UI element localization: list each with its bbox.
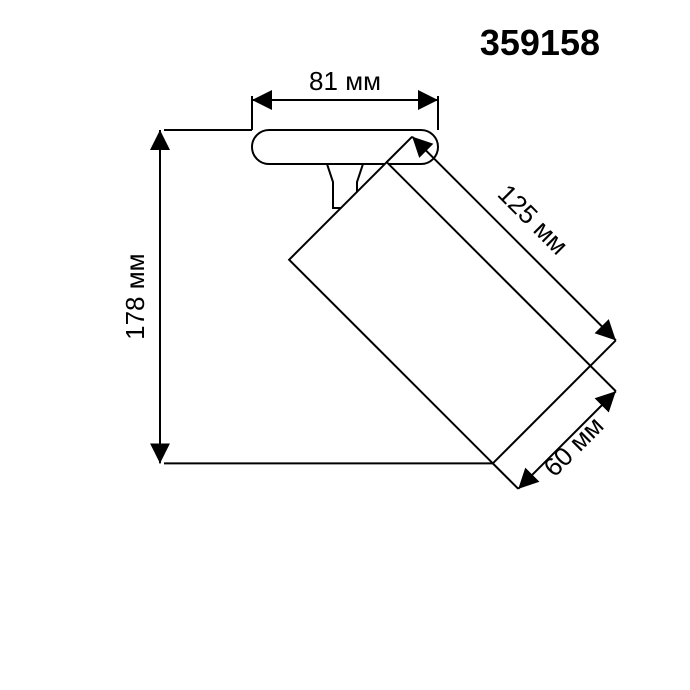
- dim-mount-width: 81 мм: [252, 66, 438, 130]
- dim-body-length-label: 125 мм: [492, 178, 574, 260]
- dim-mount-width-label: 81 мм: [309, 66, 381, 96]
- product-code: 359158: [480, 22, 600, 63]
- technical-drawing: 359158 81 мм 178 мм 60 мм 125 мм: [0, 0, 690, 690]
- dim-total-height-label: 178 мм: [120, 254, 150, 340]
- mount-base: [252, 130, 438, 164]
- dim-body-diameter-label: 60 мм: [537, 410, 609, 482]
